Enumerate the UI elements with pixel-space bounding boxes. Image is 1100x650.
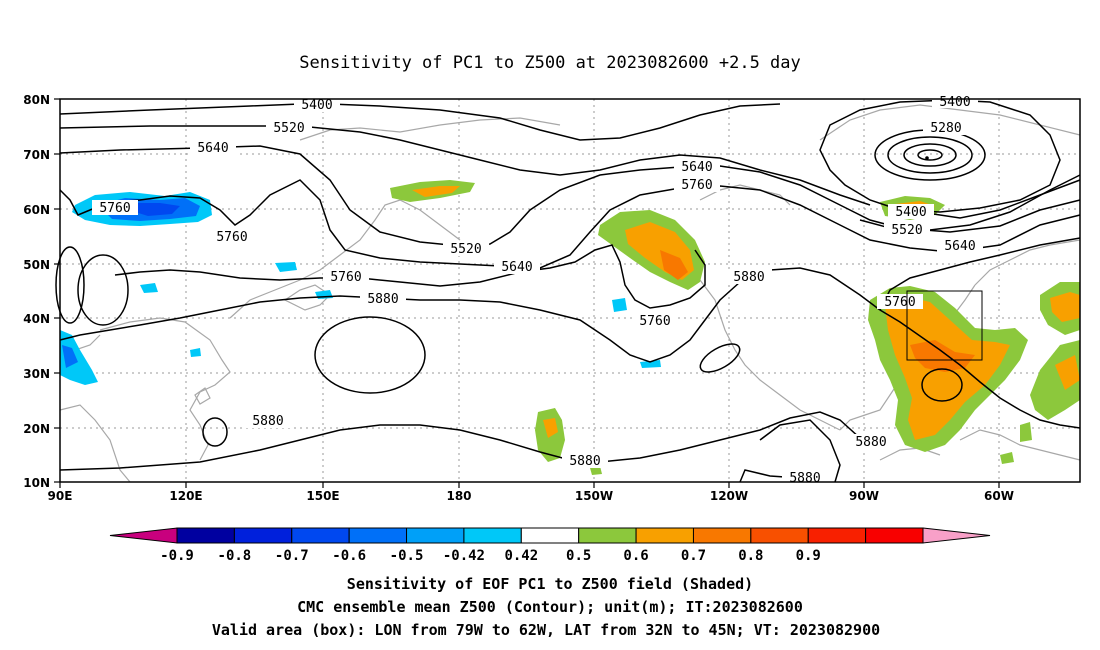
colorbar-left-triangle bbox=[109, 527, 178, 544]
lat-label: 40N bbox=[23, 312, 50, 326]
contour-label: 5400 bbox=[895, 205, 926, 220]
colorbar-label: 0.8 bbox=[738, 548, 763, 564]
colorbar-swatch bbox=[520, 527, 580, 544]
contour-label: 5400 bbox=[939, 95, 970, 110]
map-frame bbox=[59, 98, 1081, 483]
colorbar-label: -0.5 bbox=[390, 548, 424, 564]
colorbar bbox=[109, 527, 991, 544]
valid-area-box bbox=[906, 290, 983, 361]
colorbar-swatch bbox=[176, 527, 235, 544]
lat-label: 50N bbox=[23, 258, 50, 272]
lat-label: 60N bbox=[23, 203, 50, 217]
contour-label: 5520 bbox=[450, 242, 481, 257]
contour-label: 5760 bbox=[99, 201, 130, 216]
axis-ticks bbox=[54, 98, 1000, 488]
colorbar-swatch bbox=[578, 527, 637, 544]
colorbar-swatch bbox=[865, 527, 924, 544]
contour-label: 5760 bbox=[639, 314, 670, 329]
lon-label: 90E bbox=[48, 489, 73, 503]
contour-label: 5760 bbox=[330, 270, 361, 285]
contour-label: 5880 bbox=[855, 435, 886, 450]
lat-label: 80N bbox=[23, 93, 50, 107]
contour-label: 5760 bbox=[884, 295, 915, 310]
lat-label: 10N bbox=[23, 476, 50, 490]
colorbar-swatch bbox=[807, 527, 867, 544]
lon-label: 150E bbox=[306, 489, 339, 503]
colorbar-label: -0.42 bbox=[443, 548, 485, 564]
lat-label: 70N bbox=[23, 148, 50, 162]
colorbar-label: 0.42 bbox=[504, 548, 538, 564]
colorbar-label: -0.8 bbox=[218, 548, 252, 564]
contour-label: 5880 bbox=[569, 454, 600, 469]
colorbar-label: -0.7 bbox=[275, 548, 309, 564]
lat-label: 20N bbox=[23, 422, 50, 436]
lon-label: 120W bbox=[710, 489, 748, 503]
contour-label: 5880 bbox=[789, 471, 820, 486]
contour-labels: 5400 5520 5640 5760 5760 5760 5520 5640 … bbox=[92, 95, 983, 486]
colorbar-swatch bbox=[291, 527, 350, 544]
caption-line-3: Valid area (box): LON from 79W to 62W, L… bbox=[212, 621, 880, 639]
figure-title: Sensitivity of PC1 to Z500 at 2023082600… bbox=[299, 53, 801, 73]
contour-label: 5640 bbox=[944, 239, 975, 254]
colorbar-label: 0.5 bbox=[566, 548, 591, 564]
contour-label: 5880 bbox=[733, 270, 764, 285]
lon-label: 180 bbox=[446, 489, 471, 503]
map-panel: 5400 5520 5640 5760 5760 5760 5520 5640 … bbox=[55, 95, 1081, 486]
lon-label: 60W bbox=[984, 489, 1014, 503]
colorbar-swatch bbox=[233, 527, 293, 544]
contour-label: 5760 bbox=[681, 178, 712, 193]
contour-label: 5640 bbox=[197, 141, 228, 156]
colorbar-swatch bbox=[635, 527, 694, 544]
contour-label: 5520 bbox=[273, 121, 304, 136]
lat-label: 30N bbox=[23, 367, 50, 381]
colorbar-swatch bbox=[406, 527, 465, 544]
colorbar-label: 0.6 bbox=[623, 548, 648, 564]
caption-line-2: CMC ensemble mean Z500 (Contour); unit(m… bbox=[297, 598, 803, 616]
low-center-marker bbox=[925, 156, 929, 160]
lat-labels: 80N 70N 60N 50N 40N 30N 20N 10N bbox=[23, 93, 50, 490]
colorbar-swatch bbox=[692, 527, 752, 544]
colorbar-swatch bbox=[348, 527, 408, 544]
contour-label: 5760 bbox=[216, 230, 247, 245]
contour-label: 5880 bbox=[367, 292, 398, 307]
colorbar-swatch bbox=[463, 527, 522, 544]
colorbar-labels: -0.9 -0.8 -0.7 -0.6 -0.5 -0.42 0.42 0.5 0.6 0.7 0.… bbox=[160, 548, 821, 564]
colorbar-label: 0.9 bbox=[796, 548, 821, 564]
colorbar-label: -0.6 bbox=[332, 548, 366, 564]
contour-label: 5400 bbox=[301, 98, 332, 113]
colorbar-swatch bbox=[750, 527, 809, 544]
colorbar-label: 0.7 bbox=[681, 548, 706, 564]
contour-label: 5640 bbox=[501, 260, 532, 275]
colorbar-label: -0.9 bbox=[160, 548, 194, 564]
caption-line-1: Sensitivity of EOF PC1 to Z500 field (Sh… bbox=[347, 575, 753, 593]
lon-labels: 90E 120E 150E 180 150W 120W 90W 60W bbox=[48, 489, 1014, 503]
contour-label: 5520 bbox=[891, 223, 922, 238]
colorbar-right-triangle bbox=[922, 527, 991, 544]
lon-label: 90W bbox=[849, 489, 879, 503]
lon-label: 150W bbox=[575, 489, 613, 503]
lon-label: 120E bbox=[169, 489, 202, 503]
contour-label: 5880 bbox=[252, 414, 283, 429]
contour-label: 5640 bbox=[681, 160, 712, 175]
contour-label: 5280 bbox=[930, 121, 961, 136]
